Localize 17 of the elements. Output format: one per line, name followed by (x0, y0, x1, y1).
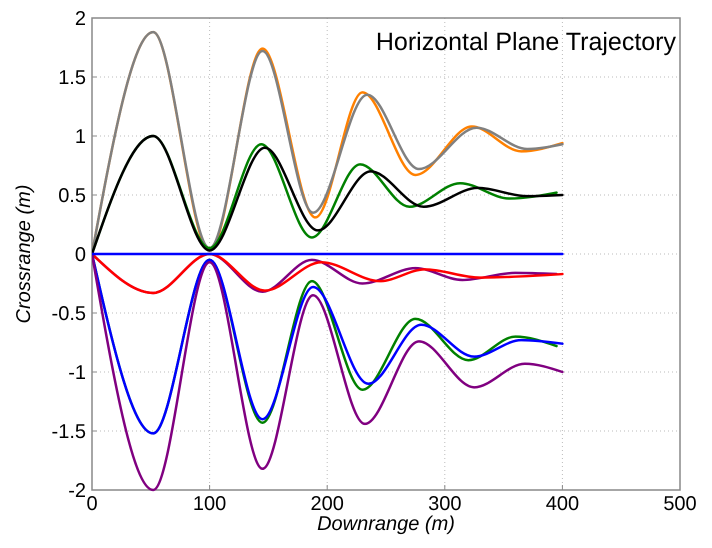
y-tick-label: 1 (74, 126, 86, 148)
y-tick-label: 1.5 (58, 67, 86, 89)
y-tick-label: 2 (74, 8, 86, 30)
y-tick-label: -1.5 (52, 421, 86, 443)
y-tick-label: -0.5 (52, 303, 86, 325)
x-tick-label: 400 (546, 493, 580, 515)
x-axis-title: Downrange (m) (317, 513, 455, 535)
y-tick-label: 0.5 (58, 185, 86, 207)
x-tick-label: 500 (663, 493, 697, 515)
y-axis-title: Crossrange (m) (13, 184, 35, 324)
chart-title: Horizontal Plane Trajectory (376, 28, 676, 56)
x-tick-label: 300 (428, 493, 462, 515)
y-tick-label: -1 (68, 362, 86, 384)
y-tick-label: 0 (74, 244, 86, 266)
y-tick-label: -2 (68, 480, 86, 502)
x-tick-label: 200 (310, 493, 344, 515)
x-tick-label: 100 (192, 493, 226, 515)
